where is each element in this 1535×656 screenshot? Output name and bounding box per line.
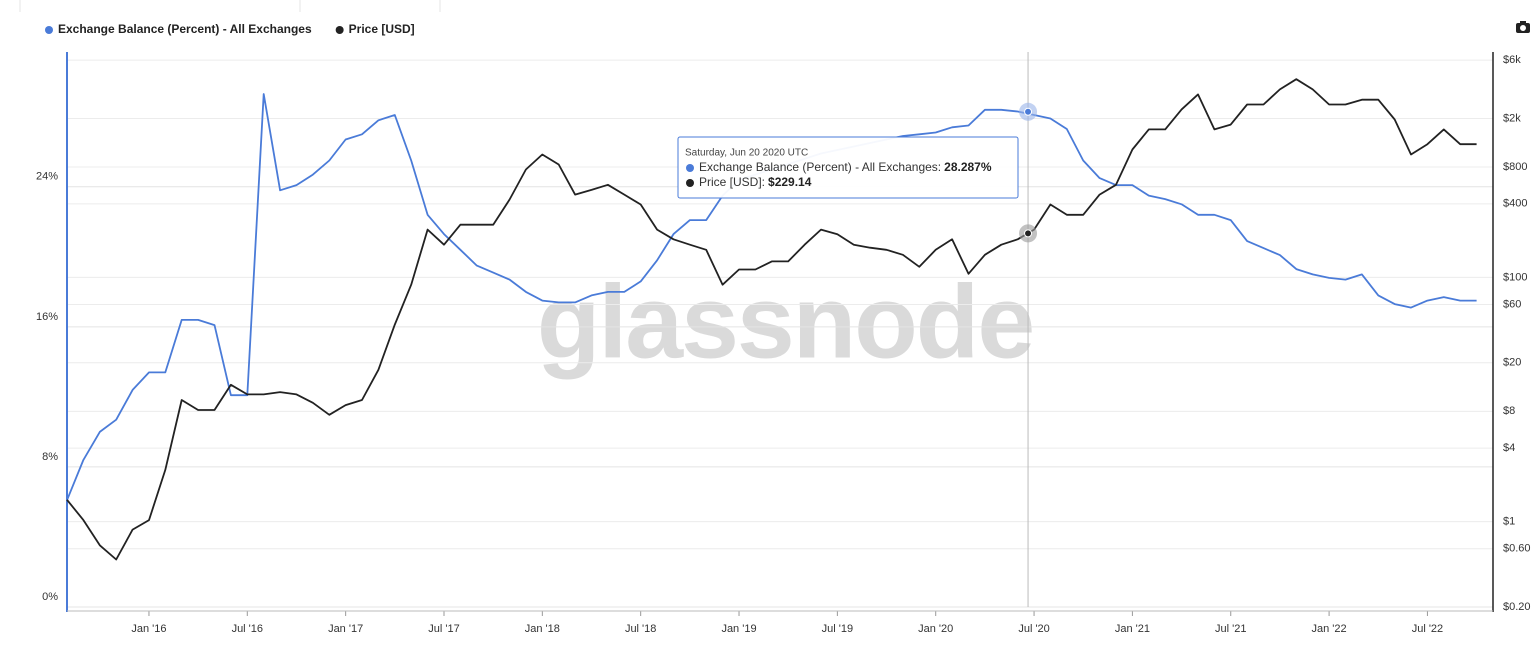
x-tick-label: Jan '17 [328,623,363,635]
hover-dot [1024,229,1033,238]
y2-tick-label: $800 [1503,161,1527,173]
legend-marker [45,26,53,34]
tooltip-box [677,136,1019,199]
legend-label: Exchange Balance (Percent) - All Exchang… [58,22,312,36]
x-tick-label: Jul '21 [1215,623,1246,635]
x-tick-label: Jul '17 [428,623,459,635]
x-tick-label: Jan '16 [131,623,166,635]
camera-icon[interactable] [1516,21,1530,33]
y2-tick-label: $0.20 [1503,601,1531,613]
y2-tick-label: $4 [1503,442,1515,454]
tooltip-marker [686,164,694,172]
x-tick-label: Jan '22 [1312,623,1347,635]
tooltip-value: $229.14 [768,175,812,189]
legend-label: Price [USD] [349,22,415,36]
x-tick-label: Jul '20 [1018,623,1049,635]
y2-tick-label: $400 [1503,198,1527,210]
tooltip-marker [686,179,694,187]
y2-tick-label: $1 [1503,516,1515,528]
x-tick-label: Jan '18 [525,623,560,635]
camera-lens [1520,25,1526,31]
x-tick-label: Jul '22 [1412,623,1443,635]
y2-tick-label: $2k [1503,112,1521,124]
y-tick-label: 24% [36,171,58,183]
y2-tick-label: $6k [1503,54,1521,66]
top-bar [19,0,441,12]
tooltip-label: Price [USD]: [699,175,765,189]
y2-tick-label: $0.60 [1503,543,1531,555]
watermark: glassnode [537,264,1033,380]
legend: Exchange Balance (Percent) - All Exchang… [45,22,415,36]
legend-marker [335,26,344,34]
tooltip-value: 28.287% [944,160,992,174]
y2-tick-label: $100 [1503,271,1527,283]
x-tick-label: Jan '19 [721,623,756,635]
tooltip-title: Saturday, Jun 20 2020 UTC [685,148,808,159]
y-tick-label: 0% [42,591,58,603]
hover-dot [1024,107,1033,116]
series-line [66,78,1477,561]
y2-tick-label: $20 [1503,357,1521,369]
y-tick-label: 16% [36,311,58,323]
y2-tick-label: $60 [1503,298,1521,310]
x-tick-label: Jul '16 [232,623,263,635]
x-tick-label: Jul '18 [625,623,656,635]
tooltip-label: Exchange Balance (Percent) - All Exchang… [699,160,941,174]
y-tick-label: 8% [42,451,58,463]
x-tick-label: Jul '19 [822,623,853,635]
x-tick-label: Jan '21 [1115,623,1150,635]
x-tick-label: Jan '20 [918,623,953,635]
y2-tick-label: $8 [1503,405,1515,417]
camera-top [1520,21,1526,24]
